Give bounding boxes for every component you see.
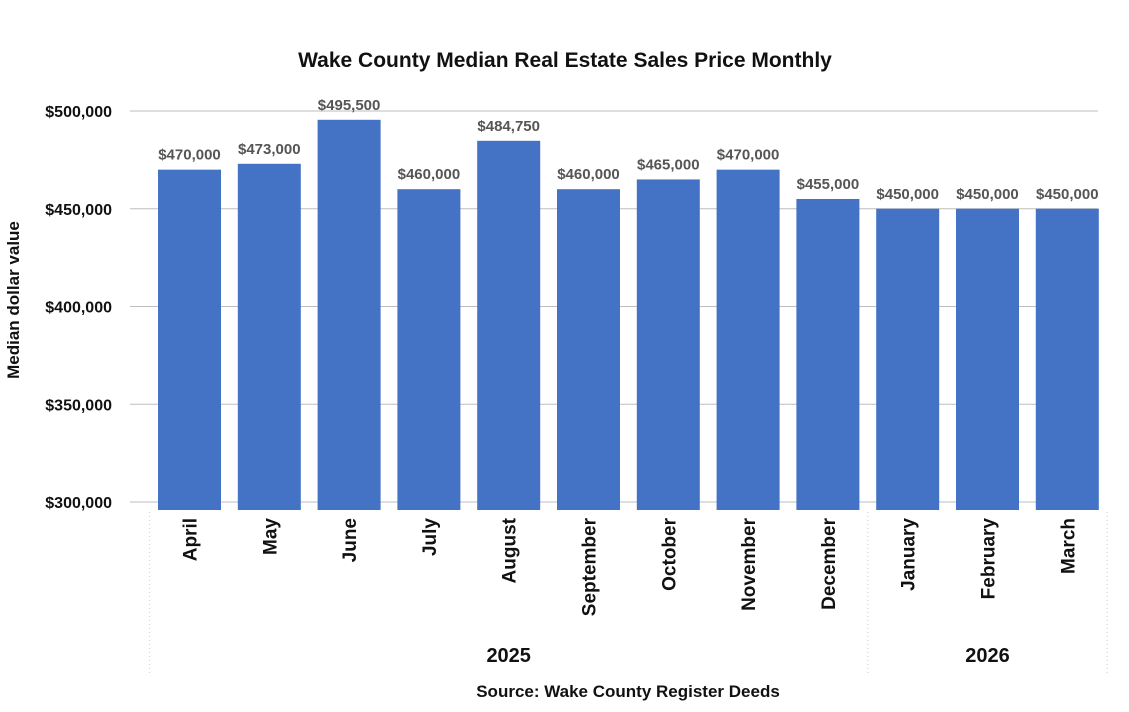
category-label: January <box>899 518 920 591</box>
data-label: $455,000 <box>797 176 860 193</box>
category-label: April <box>181 518 202 561</box>
data-label: $450,000 <box>956 186 1019 203</box>
year-group-labels: 2025 2026 <box>149 512 1108 675</box>
category-label: June <box>340 518 361 562</box>
y-tick-label: $350,000 <box>45 397 112 414</box>
category-label: October <box>659 517 680 590</box>
data-label: $470,000 <box>717 147 780 164</box>
data-label: $470,000 <box>158 147 221 164</box>
data-label: $484,750 <box>477 118 540 135</box>
data-label: $460,000 <box>557 166 620 183</box>
category-labels: April May June July August September October No… <box>181 517 1080 616</box>
y-tick-label: $450,000 <box>45 202 112 219</box>
bar <box>477 140 541 510</box>
category-label: March <box>1058 518 1079 574</box>
data-label: $450,000 <box>876 186 939 203</box>
data-labels: $470,000 $473,000 $495,500 $460,000 $484,750… <box>158 97 1098 203</box>
year-group-label: 2026 <box>965 645 1010 667</box>
data-label: $450,000 <box>1036 186 1099 203</box>
bar <box>796 198 860 510</box>
bar <box>237 163 301 510</box>
chart-title: Wake County Median Real Estate Sales Pri… <box>298 49 832 72</box>
bar <box>876 208 940 510</box>
bar <box>956 208 1019 510</box>
y-tick-labels: $300,000 $350,000 $400,000 $450,000 $500,000 <box>45 104 112 512</box>
bars <box>158 119 1099 511</box>
category-label: November <box>739 517 760 611</box>
data-label: $495,500 <box>318 97 381 114</box>
bar <box>1035 208 1099 510</box>
bar <box>317 119 381 511</box>
year-group-label: 2025 <box>486 645 531 667</box>
y-tick-label: $400,000 <box>45 300 112 317</box>
bar <box>636 179 700 511</box>
y-tick-label: $300,000 <box>45 495 112 512</box>
data-label: $460,000 <box>398 166 461 183</box>
bar <box>716 169 780 510</box>
category-label: December <box>819 517 840 609</box>
y-tick-label: $500,000 <box>45 104 112 121</box>
category-label: July <box>420 518 441 556</box>
chart-source: Source: Wake County Register Deeds <box>476 682 780 701</box>
bar <box>397 189 461 510</box>
y-axis-label: Median dollar value <box>4 221 23 379</box>
category-label: September <box>580 517 601 616</box>
bar <box>158 169 221 510</box>
category-label: August <box>500 517 521 583</box>
category-label: May <box>260 518 281 555</box>
data-label: $473,000 <box>238 141 301 158</box>
category-label: February <box>979 518 1000 600</box>
bar <box>557 189 620 510</box>
data-label: $465,000 <box>637 156 700 173</box>
